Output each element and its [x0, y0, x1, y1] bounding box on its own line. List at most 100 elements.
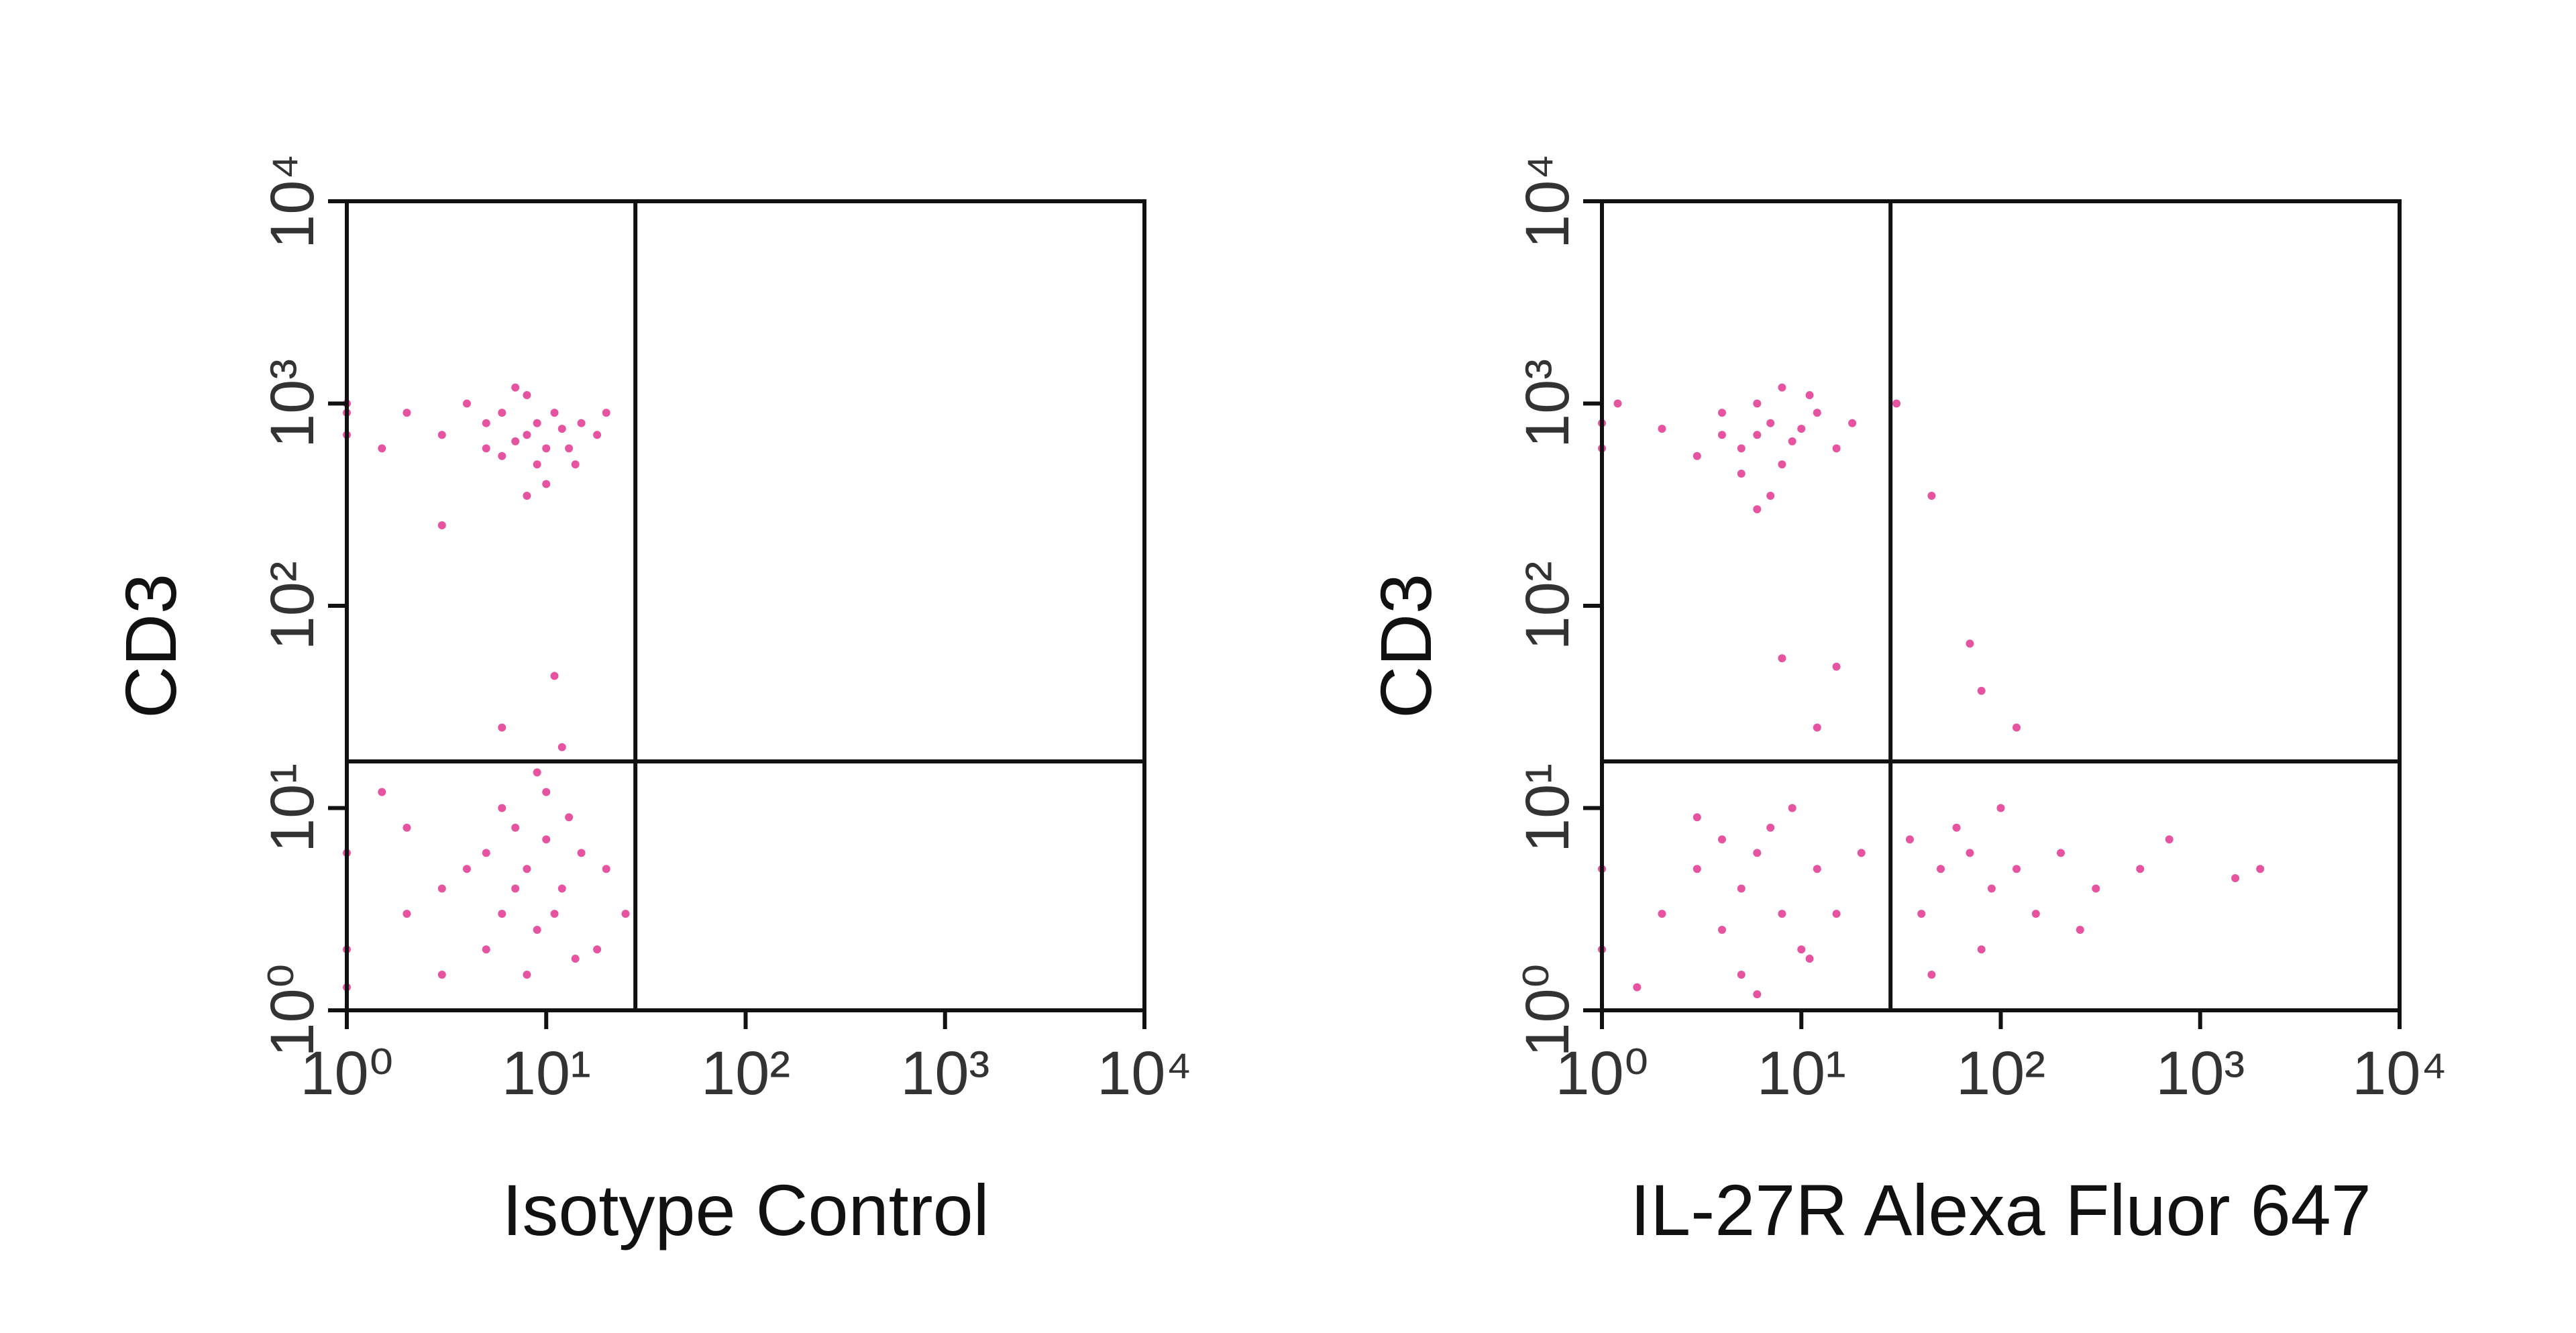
event-dot: [1766, 823, 1775, 832]
event-dot: [533, 768, 541, 777]
event-dot: [1977, 686, 1986, 695]
y-tick-label: 10³: [1513, 359, 1582, 448]
event-dot: [542, 835, 551, 844]
event-dot: [1927, 491, 1936, 500]
plot-frame: [345, 199, 1146, 1012]
event-dot: [2136, 865, 2145, 873]
event-dot: [523, 970, 531, 979]
event-dot: [1805, 391, 1814, 400]
event-dot: [523, 431, 531, 439]
event-dot: [571, 955, 580, 963]
y-tick-label: 10²: [1513, 562, 1582, 651]
event-dot: [557, 425, 566, 433]
event-dot: [1778, 910, 1786, 918]
event-dot: [511, 383, 520, 392]
event-dot: [2231, 874, 2240, 883]
event-dot: [1937, 865, 1945, 873]
event-dot: [571, 460, 580, 469]
event-dot: [462, 865, 471, 873]
event-dot: [1753, 431, 1762, 439]
event-dot: [2256, 865, 2265, 873]
event-dot: [402, 409, 411, 417]
event-dot: [2092, 884, 2100, 893]
x-tick-label: 10⁴: [1097, 1039, 1192, 1108]
event-dot: [402, 823, 411, 832]
y-tick-label: 10⁰: [1513, 963, 1582, 1057]
x-axis-label: Isotype Control: [502, 1169, 989, 1250]
event-dot: [1892, 399, 1901, 408]
event-dot: [1952, 823, 1961, 832]
event-dot: [511, 884, 520, 893]
y-tick-label: 10¹: [1513, 763, 1582, 853]
event-dot: [1832, 910, 1841, 918]
event-dot: [482, 444, 490, 453]
event-dot: [550, 910, 559, 918]
event-dot: [1857, 849, 1866, 857]
event-dot: [402, 910, 411, 918]
event-dot: [557, 743, 566, 751]
event-dot: [1813, 865, 1821, 873]
event-dot: [437, 521, 446, 530]
event-dot: [1766, 491, 1775, 500]
x-tick-label: 10³: [900, 1039, 989, 1108]
event-dot: [1778, 383, 1786, 392]
event-dot: [1805, 955, 1814, 963]
x-tick-label: 10¹: [502, 1039, 591, 1108]
y-axis-label: CD3: [1365, 574, 1446, 718]
event-dot: [602, 865, 610, 873]
event-dot: [1658, 425, 1666, 433]
event-dot: [1788, 804, 1796, 812]
event-dot: [498, 804, 506, 812]
event-dot: [1737, 470, 1746, 478]
event-dot: [437, 970, 446, 979]
event-dot: [462, 399, 471, 408]
event-dot: [593, 431, 602, 439]
y-tick-label: 10⁰: [258, 963, 327, 1057]
event-dot: [498, 409, 506, 417]
event-dot: [1737, 884, 1746, 893]
event-dot: [511, 823, 520, 832]
event-dot: [533, 926, 541, 935]
event-dot: [2031, 910, 2040, 918]
event-dot: [511, 437, 520, 445]
x-tick-label: 10²: [1956, 1039, 2045, 1108]
x-tick-label: 10¹: [1757, 1039, 1846, 1108]
event-dot: [437, 431, 446, 439]
event-dot: [1693, 451, 1701, 460]
event-dot: [1737, 444, 1746, 453]
event-dot: [1927, 970, 1936, 979]
x-tick-label: 10⁰: [300, 1039, 393, 1108]
event-dot: [1778, 460, 1786, 469]
event-dot: [523, 491, 531, 500]
event-dot: [602, 409, 610, 417]
event-dot: [1737, 970, 1746, 979]
event-dot: [565, 444, 574, 453]
event-dot: [1797, 945, 1806, 954]
y-axis-label: CD3: [110, 574, 191, 718]
event-dot: [1693, 813, 1701, 822]
event-dot: [523, 391, 531, 400]
event-dot: [557, 884, 566, 893]
event-dot: [498, 910, 506, 918]
event-dot: [1966, 639, 1974, 648]
event-dot: [498, 723, 506, 732]
event-dot: [1788, 437, 1796, 445]
event-dot: [1813, 409, 1821, 417]
event-dot: [1987, 884, 1996, 893]
event-dot: [482, 945, 490, 954]
event-dot: [1717, 431, 1726, 439]
event-dot: [1613, 399, 1622, 408]
event-dot: [1717, 835, 1726, 844]
event-dot: [577, 849, 586, 857]
event-dot: [593, 945, 602, 954]
y-tick-label: 10²: [258, 562, 327, 651]
y-tick-label: 10³: [258, 359, 327, 448]
event-dot: [1753, 849, 1762, 857]
event-dot: [1766, 419, 1775, 427]
event-dot: [2012, 865, 2021, 873]
x-axis-label: IL-27R Alexa Fluor 647: [1630, 1169, 2371, 1250]
event-dot: [550, 672, 559, 680]
event-dot: [378, 788, 386, 796]
